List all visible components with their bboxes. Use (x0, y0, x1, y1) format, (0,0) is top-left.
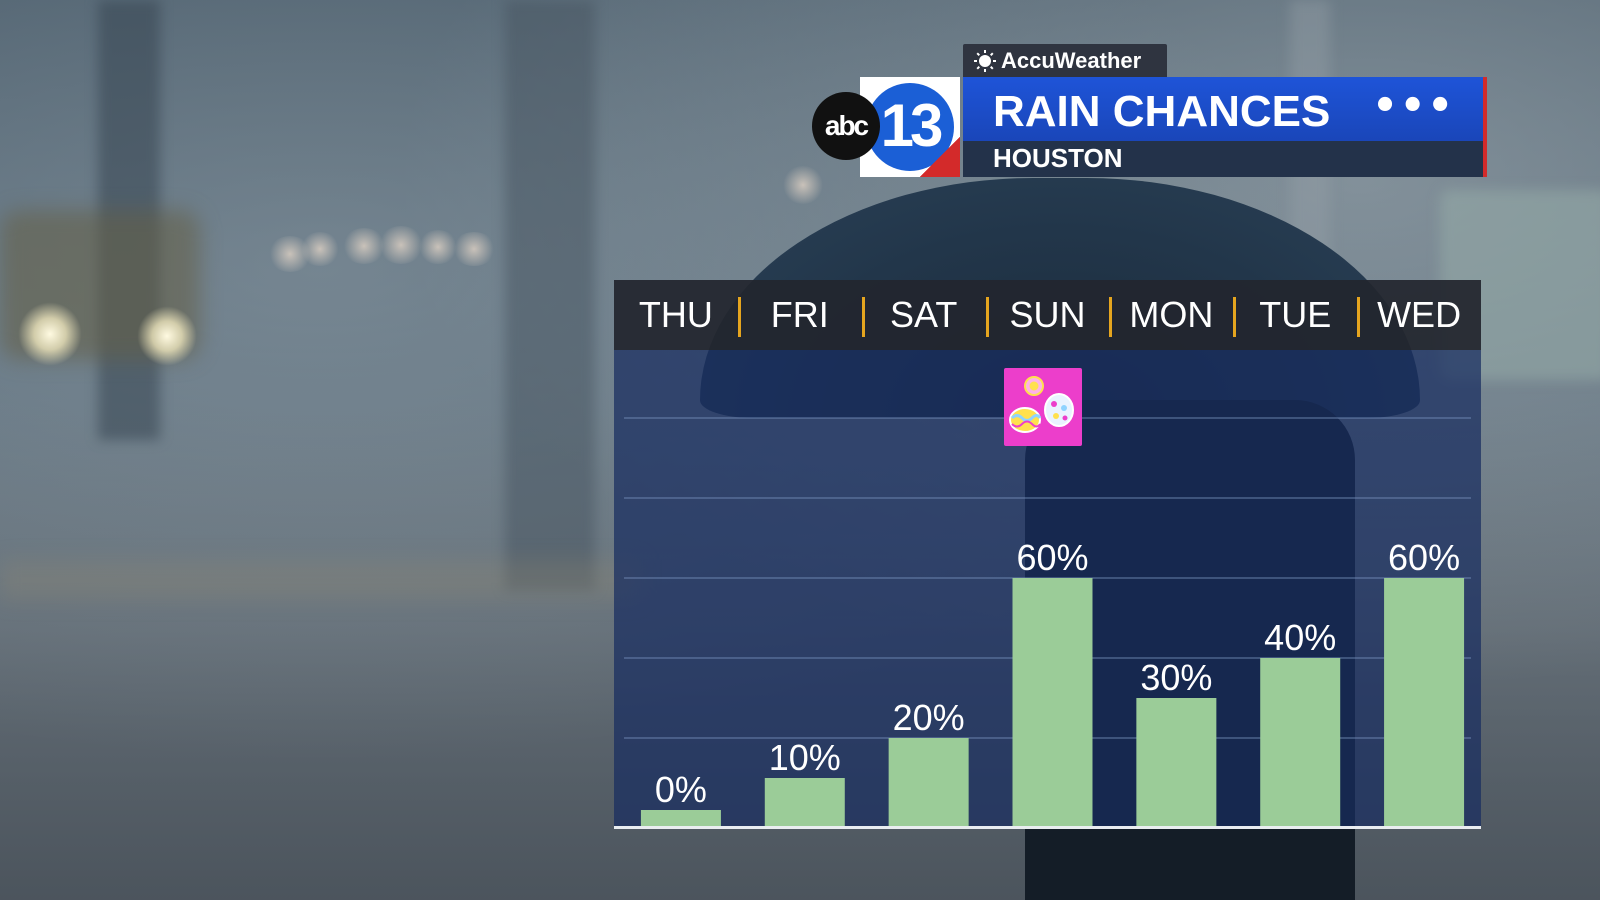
dots-icon: ••• (1372, 83, 1455, 129)
logo-red-corner (920, 137, 960, 177)
rain-chance-chart: 0% 10% 20% 60% 30% 40% 60% (624, 417, 1471, 828)
bokeh-light (300, 232, 340, 266)
day-header: THU FRI SAT SUN MON TUE WED (614, 280, 1481, 350)
headlight (137, 306, 197, 366)
sun-icon (974, 49, 996, 72)
background-curb (0, 560, 640, 600)
easter-eggs-drawing (1009, 376, 1074, 433)
tick-label-tue: TUE (1233, 294, 1357, 337)
bar-sun (1012, 578, 1093, 828)
background-pillar (505, 0, 595, 590)
bar-thu (640, 810, 721, 828)
data-label-mon: 30% (1140, 657, 1212, 698)
banner-red-edge (1483, 77, 1487, 177)
abc-logo: abc (812, 92, 880, 160)
chart-plot-area: 0% 10% 20% 60% 30% 40% 60% (614, 350, 1481, 828)
page-title: RAIN CHANCES (993, 87, 1331, 136)
bar-mon (1136, 698, 1217, 828)
chart-baseline (614, 826, 1481, 829)
title-bar (963, 77, 1487, 141)
bar-wed (1384, 578, 1465, 828)
data-label-sun: 60% (1016, 537, 1088, 578)
abc-label: abc (824, 110, 869, 141)
accuweather-label: AccuWeather (1001, 47, 1142, 73)
bokeh-light (418, 230, 458, 264)
easter-eggs-icon (1004, 368, 1082, 446)
headlight (18, 302, 82, 366)
data-label-sat: 20% (893, 697, 965, 738)
tick-label-mon: MON (1109, 294, 1233, 337)
title-banner: RAIN CHANCES ••• HOUSTON (963, 77, 1487, 177)
tick-label-sun: SUN (985, 294, 1110, 337)
bokeh-light (782, 166, 824, 204)
data-label-wed: 60% (1388, 537, 1460, 578)
channel-number: 13 (880, 92, 944, 159)
data-label-fri: 10% (769, 737, 841, 778)
location-label: HOUSTON (993, 143, 1123, 173)
bar-fri (764, 778, 845, 828)
data-label-thu: 0% (655, 769, 707, 810)
abc13-logo: 13 (860, 77, 960, 177)
bar-tue (1260, 658, 1341, 828)
tick-label-thu: THU (638, 294, 713, 335)
data-label-tue: 40% (1264, 617, 1336, 658)
tick-label-wed: WED (1357, 294, 1481, 337)
accuweather-tab: AccuWeather (963, 44, 1167, 77)
tick-label-sat: SAT (861, 294, 986, 337)
bokeh-light (452, 232, 496, 266)
bokeh-light (378, 226, 424, 264)
tick-label-fri: FRI (737, 294, 862, 337)
bar-sat (888, 738, 969, 828)
